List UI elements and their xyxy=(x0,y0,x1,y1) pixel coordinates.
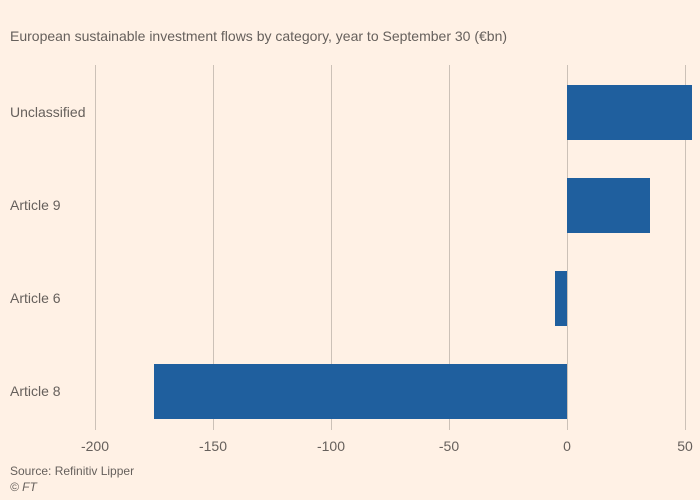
plot-area xyxy=(95,65,685,430)
bar xyxy=(567,85,692,140)
x-axis-label: 50 xyxy=(677,438,693,454)
copyright-text: © FT xyxy=(10,480,37,494)
bar xyxy=(555,271,567,326)
source-text: Source: Refinitiv Lipper xyxy=(10,464,134,478)
gridline xyxy=(95,65,96,430)
y-axis-label: Article 9 xyxy=(10,197,90,214)
bar xyxy=(567,178,650,233)
x-axis-label: -150 xyxy=(199,438,227,454)
chart-container: European sustainable investment flows by… xyxy=(0,0,700,500)
chart-subtitle: European sustainable investment flows by… xyxy=(10,28,507,44)
bar xyxy=(154,364,567,419)
x-axis-label: 0 xyxy=(563,438,571,454)
x-axis-label: -200 xyxy=(81,438,109,454)
y-axis-label: Unclassified xyxy=(10,104,90,121)
x-axis-label: -100 xyxy=(317,438,345,454)
y-axis-label: Article 8 xyxy=(10,383,90,400)
x-axis-label: -50 xyxy=(439,438,459,454)
y-axis-label: Article 6 xyxy=(10,290,90,307)
